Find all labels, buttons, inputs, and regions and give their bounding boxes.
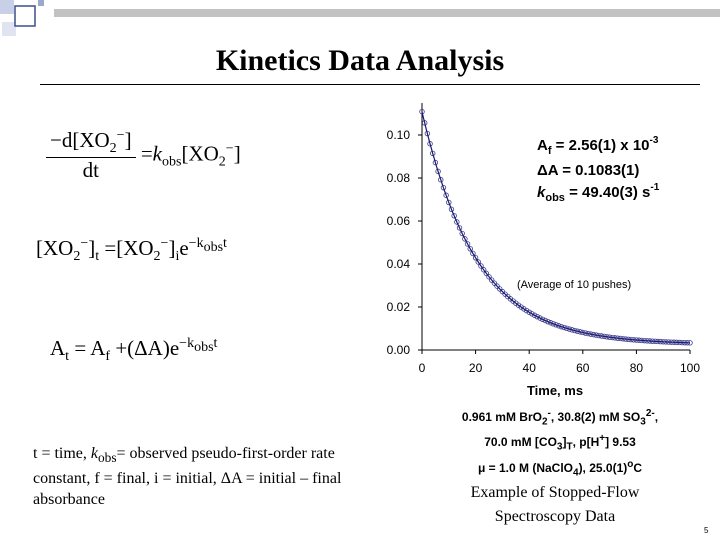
data-point bbox=[443, 192, 449, 198]
data-point bbox=[446, 199, 452, 206]
x-tick-label: 20 bbox=[469, 361, 483, 375]
data-point bbox=[531, 312, 538, 318]
y-tick-label: 0.02 bbox=[387, 300, 411, 314]
data-point bbox=[462, 236, 468, 242]
absorbance-equation: At = Af +(ΔA)e−kobst bbox=[50, 336, 218, 365]
data-point bbox=[539, 316, 546, 322]
concentration-equation: [XO2−]t =[XO2−]ie−kobst bbox=[36, 236, 227, 265]
y-tick-label: 0.08 bbox=[387, 171, 411, 185]
data-point bbox=[488, 277, 495, 283]
data-point bbox=[459, 230, 465, 237]
data-point bbox=[432, 159, 439, 166]
data-point bbox=[547, 320, 554, 326]
page-number: 5 bbox=[704, 526, 709, 535]
experimental-conditions: 0.961 mM BrO2-, 30.8(2) mM SO32-, 70.0 m… bbox=[461, 408, 659, 479]
data-point bbox=[553, 322, 559, 328]
annotation-da: ΔA = 0.1083(1) bbox=[537, 162, 639, 179]
y-tick-label: 0.04 bbox=[387, 257, 411, 271]
page-title: Kinetics Data Analysis bbox=[215, 44, 505, 77]
data-point bbox=[478, 263, 484, 269]
data-point bbox=[472, 255, 479, 261]
data-point bbox=[435, 168, 441, 175]
data-point bbox=[569, 327, 575, 333]
x-tick-label: 60 bbox=[576, 361, 590, 375]
data-point bbox=[480, 267, 487, 273]
data-point bbox=[523, 307, 530, 314]
data-point bbox=[475, 259, 481, 265]
data-point bbox=[486, 274, 492, 280]
fit-curve bbox=[421, 111, 690, 344]
data-point bbox=[537, 315, 543, 321]
data-point bbox=[550, 321, 557, 327]
data-point bbox=[529, 311, 535, 317]
data-point bbox=[467, 246, 473, 252]
annotation-pushes: (Average of 10 pushes) bbox=[517, 279, 631, 291]
y-tick-label: 0.00 bbox=[387, 343, 411, 357]
annotation-kobs: kobs = 49.40(3) s-1 bbox=[537, 182, 660, 204]
data-point bbox=[438, 177, 444, 183]
data-point bbox=[451, 213, 457, 219]
variable-legend: t = time, kobs= observed pseudo-first-or… bbox=[33, 445, 342, 509]
data-point bbox=[483, 270, 490, 277]
data-point bbox=[494, 283, 500, 289]
data-point bbox=[470, 250, 476, 257]
data-point bbox=[491, 280, 498, 286]
data-point bbox=[454, 219, 460, 225]
data-point bbox=[558, 323, 565, 330]
x-axis-label: Time, ms bbox=[527, 383, 583, 398]
data-point bbox=[542, 317, 548, 324]
data-point bbox=[497, 286, 503, 292]
data-point bbox=[521, 306, 527, 312]
corner-decoration bbox=[0, 0, 720, 36]
data-point bbox=[561, 324, 567, 331]
data-point bbox=[448, 206, 455, 212]
y-tick-label: 0.06 bbox=[387, 214, 411, 228]
data-point bbox=[545, 318, 551, 325]
data-point bbox=[564, 325, 570, 332]
rate-equation: −d[XO2−] dt =kobs[XO2−] bbox=[46, 128, 241, 183]
x-tick-label: 0 bbox=[419, 361, 426, 375]
data-point bbox=[555, 323, 562, 329]
x-tick-label: 100 bbox=[680, 361, 700, 375]
data-point bbox=[534, 313, 540, 320]
x-tick-label: 40 bbox=[523, 361, 537, 375]
title-underline bbox=[40, 84, 700, 85]
figure-caption: Example of Stopped-Flow Spectroscopy Dat… bbox=[470, 484, 640, 525]
data-point bbox=[430, 150, 436, 157]
data-point bbox=[464, 241, 471, 247]
data-point bbox=[526, 309, 532, 315]
data-point bbox=[566, 326, 573, 332]
data-point bbox=[440, 184, 447, 191]
data-point bbox=[518, 304, 524, 310]
x-tick-label: 80 bbox=[630, 361, 644, 375]
y-tick-label: 0.10 bbox=[387, 128, 411, 142]
data-point bbox=[456, 225, 463, 231]
annotation-af: Af = 2.56(1) x 10-3 bbox=[537, 135, 659, 157]
